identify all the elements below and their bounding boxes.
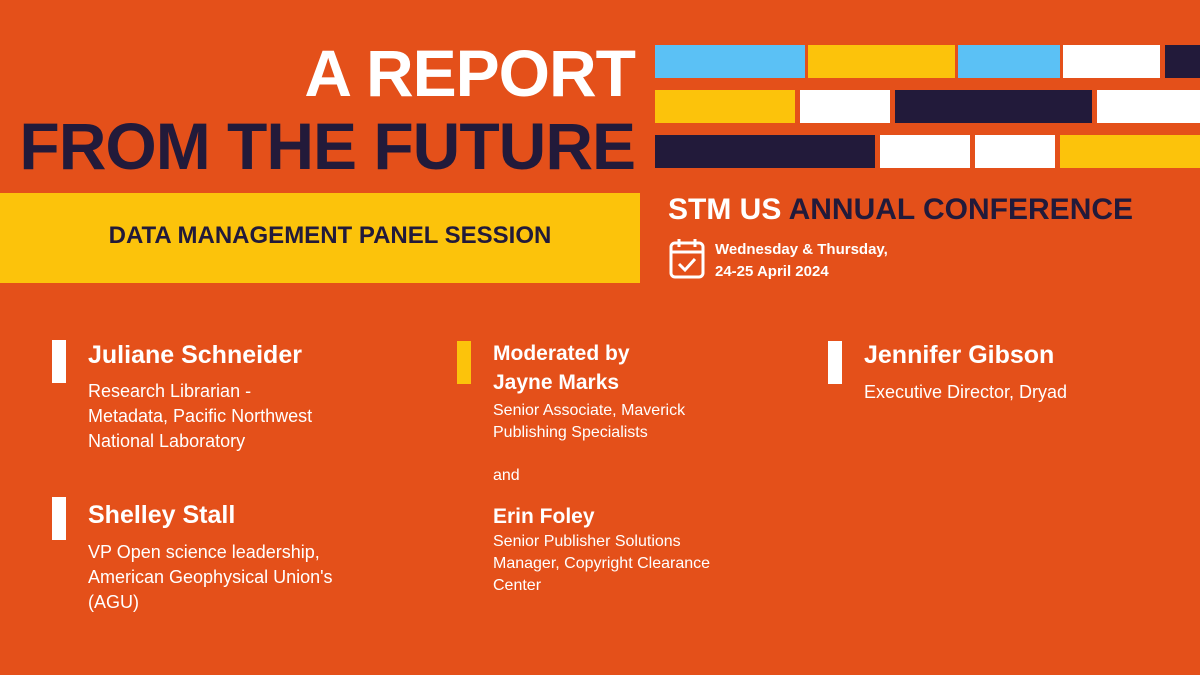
dates: Wednesday & Thursday, 24-25 April 2024: [715, 239, 888, 283]
marker: [52, 340, 66, 383]
stripe: [1060, 135, 1200, 168]
marker: [52, 497, 66, 540]
moderator-role: Senior Associate, Maverick Publishing Sp…: [493, 400, 685, 444]
role-line: National Laboratory: [88, 431, 246, 451]
speaker-role: Research Librarian - Metadata, Pacific N…: [88, 379, 312, 454]
stripe: [655, 90, 795, 123]
stripe: [808, 45, 955, 78]
speaker-name: Jennifer Gibson: [864, 341, 1055, 369]
calendar-icon: [669, 239, 705, 279]
stripe: [880, 135, 970, 168]
speaker-name: Juliane Schneider: [88, 341, 302, 369]
title-line: FROM THE FUTURE: [19, 109, 636, 183]
speaker-name: Shelley Stall: [88, 501, 236, 529]
role-line: Senior Associate, Maverick: [493, 402, 686, 419]
moderator-name: Jayne Marks: [493, 371, 620, 394]
conference: STM US ANNUAL CONFERENCE: [668, 193, 1133, 227]
title-line: A REPORT: [304, 36, 636, 110]
role-line: Center: [493, 577, 542, 594]
role-line: American Geophysical Union's: [88, 567, 333, 587]
stripe: [655, 45, 805, 78]
stripe: [655, 135, 875, 168]
conference-name: ANNUAL CONFERENCE: [788, 193, 1134, 226]
conjunction: and: [493, 467, 520, 484]
session-band: [0, 193, 640, 283]
moderator-role: Senior Publisher Solutions Manager, Copy…: [493, 531, 710, 597]
marker: [828, 341, 842, 384]
stripe: [975, 135, 1055, 168]
role-line: Manager, Copyright Clearance: [493, 555, 711, 572]
stripe: [958, 45, 1060, 78]
date-line: 24-25 April 2024: [715, 263, 829, 280]
speaker-role: Executive Director, Dryad: [864, 380, 1067, 405]
role-line: Research Librarian -: [88, 381, 252, 401]
role-line: Metadata, Pacific Northwest: [88, 406, 313, 426]
role-line: Senior Publisher Solutions: [493, 533, 681, 550]
moderator-heading: Moderated by Jayne Marks: [493, 339, 630, 397]
stripe: [895, 90, 1092, 123]
speaker-role: VP Open science leadership, American Geo…: [88, 540, 333, 615]
stripe: [1063, 45, 1160, 78]
date-line: Wednesday & Thursday,: [715, 241, 888, 258]
stripe: [1165, 45, 1200, 78]
conference-org: STM US: [668, 193, 782, 226]
moderator-name: Erin Foley: [493, 505, 595, 528]
stripe: [800, 90, 890, 123]
role-line: Executive Director, Dryad: [864, 382, 1068, 402]
role-line: VP Open science leadership,: [88, 542, 320, 562]
role-line: Publishing Specialists: [493, 424, 648, 441]
role-line: (AGU): [88, 592, 139, 612]
marker: [457, 341, 471, 384]
session-label: DATA MANAGEMENT PANEL SESSION: [108, 222, 552, 249]
stripe: [1097, 90, 1200, 123]
moderator-intro: Moderated by: [493, 342, 630, 365]
